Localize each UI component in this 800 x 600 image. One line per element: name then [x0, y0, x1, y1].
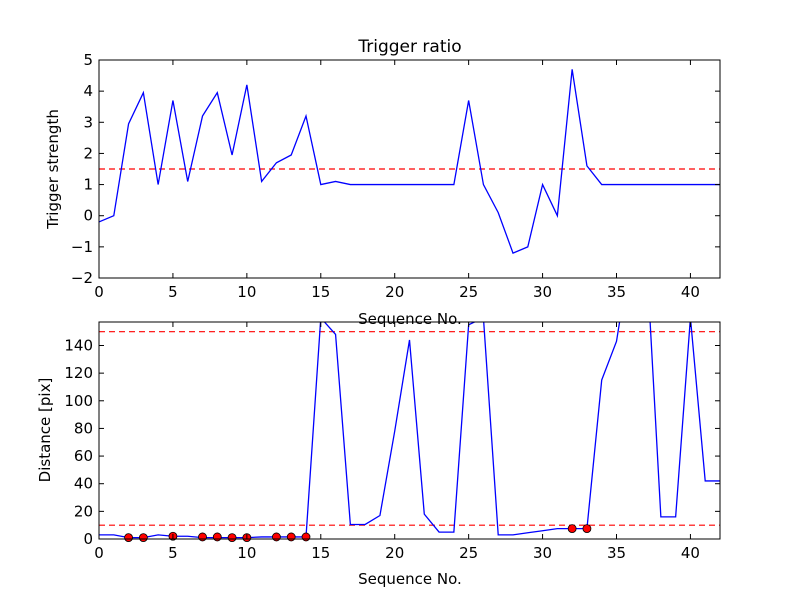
- x-tick-label: 35: [607, 544, 626, 562]
- trigger-ratio-chart: Trigger ratio Trigger strength Sequence …: [44, 37, 721, 328]
- data-point-marker: [286, 532, 296, 542]
- data-point-marker: [582, 524, 592, 534]
- y-tick-label: 20: [74, 502, 93, 520]
- data-point-marker: [567, 524, 577, 534]
- x-tick-label: 20: [385, 283, 404, 301]
- y-tick-label: 0: [83, 207, 93, 225]
- axes-frame: [98, 321, 721, 540]
- axes-frame: [98, 59, 721, 279]
- data-point-marker: [227, 533, 237, 543]
- y-tick-label: 80: [74, 419, 93, 437]
- x-tick-label: 0: [94, 544, 104, 562]
- y-tick-label: 60: [74, 447, 93, 465]
- x-tick-label: 5: [168, 544, 178, 562]
- data-point-marker: [301, 532, 311, 542]
- y-tick-label: −2: [71, 269, 93, 287]
- data-point-marker: [198, 532, 207, 542]
- y-tick-label: 5: [83, 51, 93, 69]
- x-tick-label: 25: [459, 283, 478, 301]
- data-point-marker: [124, 533, 133, 543]
- y-tick-label: −1: [71, 238, 93, 256]
- data-point-marker: [138, 533, 148, 543]
- x-axis-label: Sequence No.: [358, 310, 462, 328]
- y-axis-label: Distance [pix]: [36, 378, 54, 483]
- y-tick-label: 4: [83, 82, 93, 100]
- chart-title: Trigger ratio: [357, 37, 461, 57]
- distance-chart: Distance [pix] Sequence No. 0 5 10 15 20 25 30…: [36, 321, 721, 588]
- x-tick-label: 15: [311, 283, 330, 301]
- x-tick-label: 10: [237, 544, 256, 562]
- data-point-marker: [272, 532, 281, 542]
- x-tick-label: 40: [681, 283, 700, 301]
- x-tick-label: 25: [459, 544, 478, 562]
- x-tick-label: 30: [533, 283, 552, 301]
- y-tick-label: 3: [83, 113, 93, 131]
- y-tick-label: 2: [83, 144, 93, 162]
- y-tick-label: 120: [64, 364, 93, 382]
- x-tick-label: 5: [168, 283, 178, 301]
- plot-area: [99, 69, 720, 254]
- x-tick-label: 40: [681, 544, 700, 562]
- x-axis-label: Sequence No.: [358, 570, 462, 588]
- x-tick-label: 20: [385, 544, 404, 562]
- y-tick-label: 140: [64, 336, 93, 354]
- y-tick-label: 0: [83, 530, 93, 548]
- x-tick-label: 15: [311, 544, 330, 562]
- x-tick-label: 10: [237, 283, 256, 301]
- x-tick-label: 30: [533, 544, 552, 562]
- x-tick-label: 0: [94, 283, 104, 301]
- y-tick-label: 100: [64, 392, 93, 410]
- y-tick-label: 40: [74, 475, 93, 493]
- x-tick-label: 35: [607, 283, 626, 301]
- y-tick-label: 1: [83, 176, 93, 194]
- series-line-0: [99, 69, 720, 254]
- data-point-marker: [212, 532, 222, 542]
- y-axis-label: Trigger strength: [44, 109, 62, 230]
